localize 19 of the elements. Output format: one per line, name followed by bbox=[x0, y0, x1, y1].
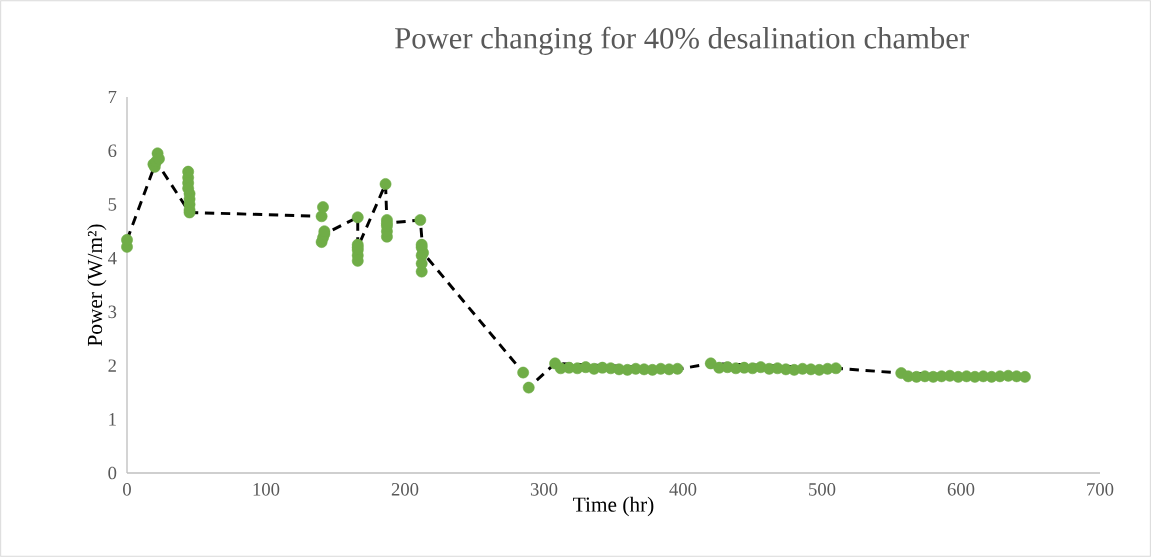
y-tick-label: 5 bbox=[108, 198, 117, 211]
x-tick-label: 500 bbox=[809, 483, 836, 496]
y-tick-label: 3 bbox=[108, 305, 117, 319]
y-tick-label: 4 bbox=[107, 251, 117, 265]
y-axis-title: Power (W/m²) bbox=[87, 224, 107, 346]
x-tick-label: 600 bbox=[947, 483, 975, 496]
x-tick-label: 700 bbox=[1087, 483, 1114, 496]
x-tick-label: 200 bbox=[391, 483, 419, 496]
y-tick-label: 7 bbox=[108, 90, 117, 104]
x-tick-label: 400 bbox=[669, 483, 697, 496]
x-tick-label: 100 bbox=[253, 483, 280, 496]
y-tick-label: 2 bbox=[108, 359, 116, 372]
x-tick-label: 0 bbox=[123, 483, 131, 496]
x-tick-label: 300 bbox=[530, 483, 558, 496]
y-tick-label: 0 bbox=[108, 466, 117, 480]
x-axis-title: Time (hr) bbox=[573, 496, 654, 517]
y-tick-label: 6 bbox=[108, 144, 117, 157]
y-tick-label: 1 bbox=[109, 413, 116, 426]
chart-title: Power changing for 40% desalination chamber bbox=[395, 26, 969, 55]
